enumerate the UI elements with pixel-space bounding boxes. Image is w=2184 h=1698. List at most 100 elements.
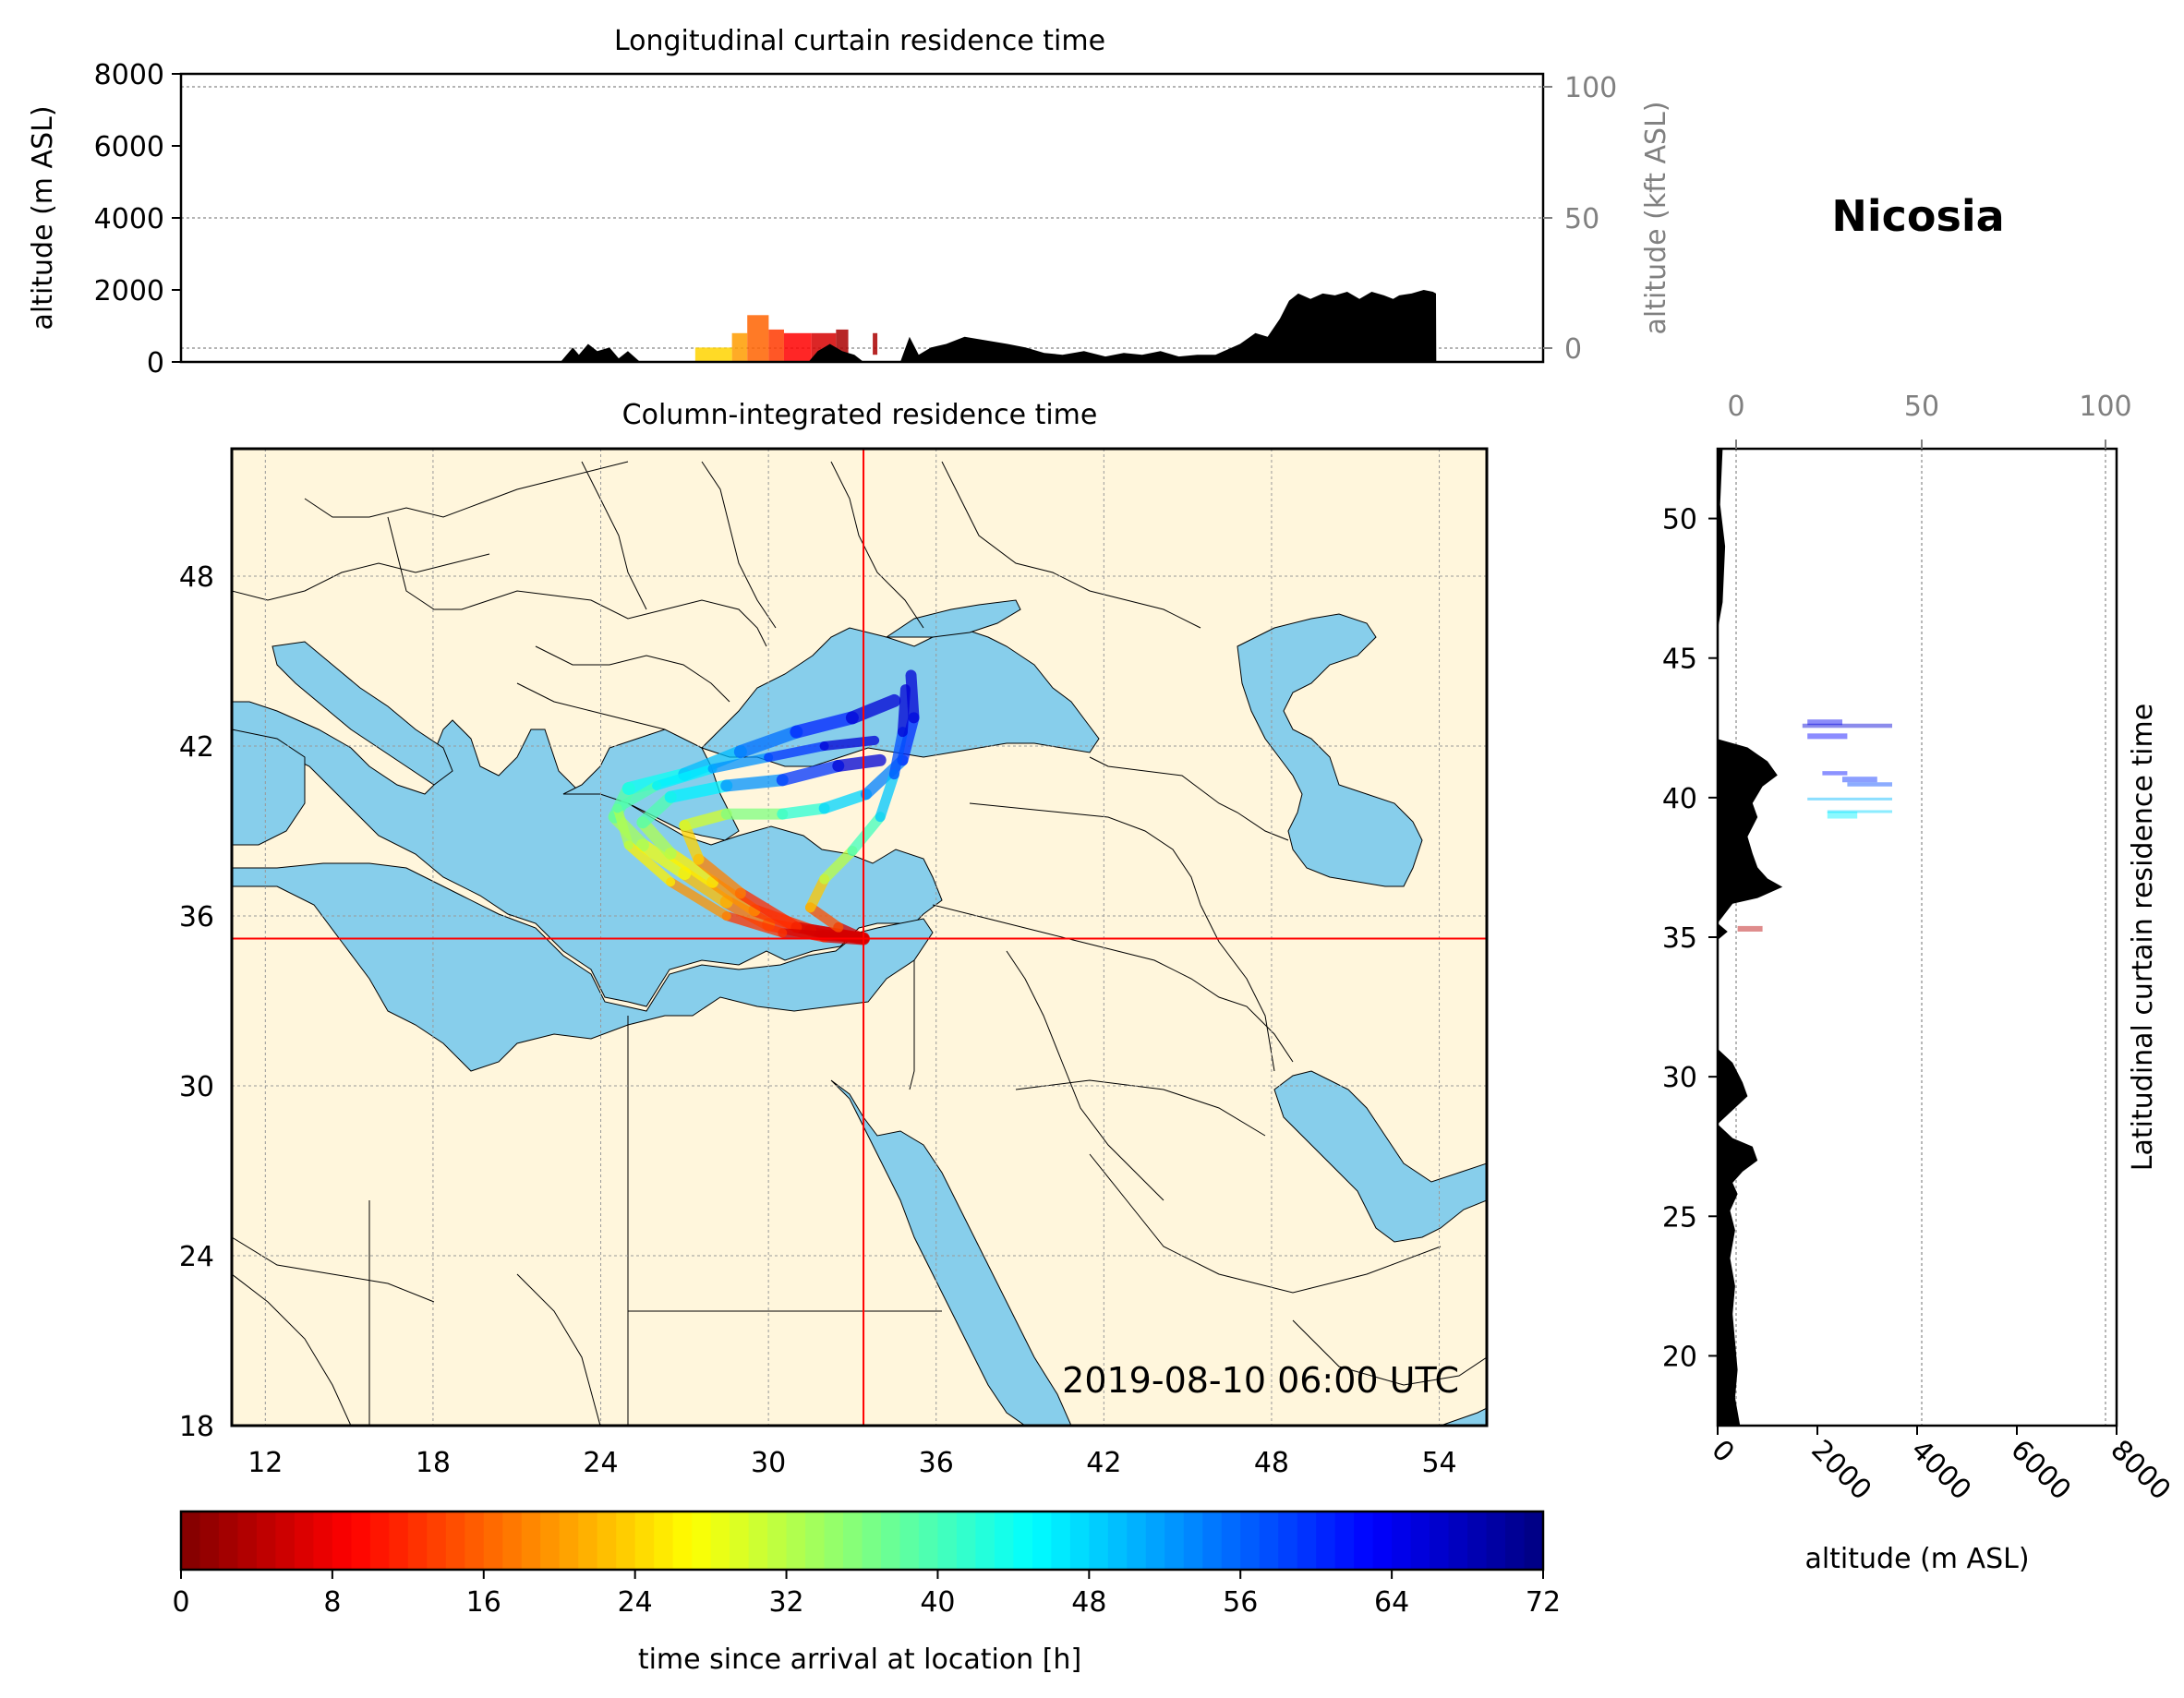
trajectory-segment (819, 845, 858, 885)
longitudinal-terrain (181, 290, 1543, 362)
colorbar-frame (179, 1510, 1545, 1572)
tyrrhenian-sea (232, 729, 306, 846)
latitudinal-xticks: 0 2000 4000 6000 8000 (1705, 1426, 2177, 1507)
trajectory-segment (847, 812, 886, 856)
red-sea (830, 1079, 1072, 1426)
trajectory-segment (734, 887, 802, 933)
trajectory-segment (652, 764, 718, 790)
trajectory-segment (888, 727, 908, 780)
ionian-sea (232, 862, 934, 1072)
trajectory-segment (636, 790, 677, 829)
map-ytick-label: 18 (179, 1411, 214, 1443)
trajectory-segment (719, 895, 776, 932)
sea-of-azov (885, 599, 1021, 638)
ytick-label: 6000 (94, 131, 164, 163)
map-ytick-label: 42 (179, 731, 214, 764)
residence-cell (783, 332, 812, 362)
trajectory-segment (623, 840, 676, 887)
colorbar-steps (181, 1511, 1544, 1570)
latitudinal-yticks: 20 25 30 35 40 45 50 (1662, 504, 1718, 1373)
residence-cell (1807, 719, 1842, 726)
colorbar-label: time since arrival at location [h] (638, 1644, 1081, 1676)
top-tick-label: 100 (2079, 391, 2131, 423)
latitudinal-terrain (1718, 449, 1783, 1426)
lat-xtick-label: 8000 (2104, 1434, 2177, 1507)
colorbar-ticks: 0 8 16 24 32 40 48 56 64 72 (172, 1570, 1561, 1619)
trajectory-segment (679, 808, 732, 831)
right-tick-label: 0 (1564, 333, 1582, 366)
map-ytick-label: 30 (179, 1071, 214, 1103)
residence-cell (1807, 733, 1848, 740)
map-xtick-label: 36 (919, 1447, 954, 1479)
colorbar-tick-label: 16 (466, 1586, 501, 1619)
lat-xtick-label: 4000 (1904, 1434, 1977, 1507)
residence-cell (873, 332, 878, 355)
colorbar-tick-label: 72 (1526, 1586, 1561, 1619)
colorbar-tick-label: 24 (618, 1586, 653, 1619)
trajectory-segment (679, 819, 705, 865)
map-xtick-label: 30 (751, 1447, 786, 1479)
trajectory-segment (733, 725, 803, 759)
residence-cell (1802, 723, 1892, 729)
residence-cell (1822, 771, 1848, 776)
map-xtick-label: 54 (1421, 1447, 1456, 1479)
right-tick-label: 100 (1564, 72, 1617, 104)
trajectory-segment (776, 759, 845, 787)
map-xtick-label: 18 (416, 1447, 451, 1479)
residence-cell (747, 315, 769, 362)
ytick-label: 0 (147, 347, 164, 379)
lat-ytick-label: 30 (1662, 1062, 1697, 1094)
map-frame (230, 447, 1489, 1427)
lat-ytick-label: 50 (1662, 504, 1697, 536)
trajectory-segment (790, 711, 859, 739)
map-ytick-label: 48 (179, 561, 214, 594)
trajectory-segment (897, 684, 911, 738)
adriatic-sea (271, 641, 453, 786)
residence-cell (768, 329, 784, 362)
latitudinal-gridlines (1735, 449, 2106, 1426)
trajectory-segment (666, 877, 731, 921)
lat-ytick-label: 20 (1662, 1341, 1697, 1373)
trajectory-segment (905, 669, 920, 724)
map-ytick-label: 24 (179, 1241, 214, 1273)
latitudinal-curtain-panel: 20 25 30 35 40 45 50 0 2000 4000 6000 8000 0 50 10… (1662, 391, 2177, 1575)
colorbar-tick-label: 8 (323, 1586, 341, 1619)
residence-plume (608, 669, 920, 945)
residence-cell (1827, 810, 1892, 813)
residence-cell (731, 332, 748, 362)
colorbar-tick-label: 48 (1071, 1586, 1106, 1619)
persian-gulf (1273, 1070, 1487, 1243)
lat-xtick-label: 2000 (1804, 1434, 1877, 1507)
trajectory-segment (845, 693, 901, 725)
residence-cell (694, 347, 732, 362)
map-title: Column-integrated residence time (622, 399, 1098, 431)
colorbar-tick-label: 40 (920, 1586, 955, 1619)
site-name: Nicosia (1831, 191, 2004, 241)
map-ytick-label: 36 (179, 901, 214, 933)
trajectory-segment (819, 735, 880, 751)
ytick-label: 8000 (94, 59, 164, 91)
arabian-sea (1440, 1407, 1487, 1426)
trajectory-segment (777, 802, 830, 820)
residence-cell (1842, 777, 1877, 783)
longitudinal-title: Longitudinal curtain residence time (614, 25, 1105, 57)
trajectory-segment (706, 875, 761, 917)
lat-ytick-label: 45 (1662, 644, 1697, 676)
colorbar-tick-label: 32 (768, 1586, 803, 1619)
residence-cell (1827, 811, 1858, 819)
right-tick-label: 50 (1564, 203, 1599, 235)
country-borders (232, 461, 1487, 1426)
timestamp-label: 2019-08-10 06:00 UTC (1062, 1360, 1459, 1401)
trajectory-segment (635, 838, 692, 880)
longitudinal-right-ticks: 0 50 100 (1543, 72, 1617, 366)
trajectory-segment (664, 779, 733, 803)
trajectory-segment (707, 753, 774, 774)
trajectory-segment (805, 873, 830, 913)
colorbar-tick-label: 0 (172, 1586, 189, 1619)
lat-ytick-label: 35 (1662, 922, 1697, 955)
trajectory-segment (778, 928, 869, 944)
trajectory-segment (612, 803, 633, 850)
residence-cell (1807, 797, 1892, 801)
latitudinal-residence-layer (1737, 719, 1892, 932)
ytick-label: 4000 (94, 203, 164, 235)
